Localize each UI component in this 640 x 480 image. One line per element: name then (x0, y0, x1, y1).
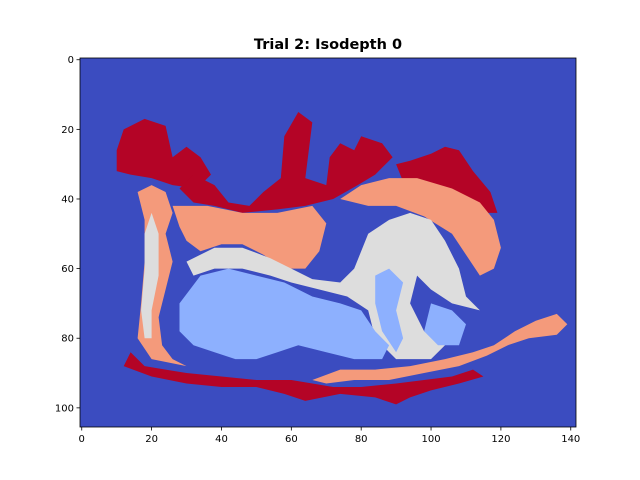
y-tick-label: 20 (61, 125, 74, 136)
heatmap-region-level-3 (340, 178, 501, 276)
plot-frame (79, 57, 577, 428)
x-tick-label: 60 (285, 434, 298, 445)
x-tick-label: 120 (491, 434, 510, 445)
chart-title: Trial 2: Isodepth 0 (254, 37, 402, 53)
x-tick-label: 140 (561, 434, 580, 445)
y-tick-label: 60 (61, 264, 74, 275)
x-tick-label: 80 (355, 434, 368, 445)
y-tick-label: 80 (61, 334, 74, 345)
heatmap-region-level-4 (116, 118, 211, 189)
heatmap-region-level-3 (312, 313, 568, 384)
y-tick-label: 100 (55, 403, 74, 414)
heatmap-region-level-2 (186, 212, 480, 360)
x-tick-label: 0 (79, 434, 85, 445)
x-tick-label: 20 (145, 434, 158, 445)
heatmap-regions (116, 112, 568, 405)
x-axis: 0 20 40 60 80 100 120 140 (79, 427, 580, 445)
heatmap-region-level-2 (141, 212, 159, 339)
heatmap-region-level-3 (172, 205, 327, 269)
x-tick-label: 100 (421, 434, 440, 445)
heatmap-region-level-4 (179, 112, 393, 213)
heatmap-region-level-1 (179, 268, 390, 360)
heatmap-region-level-1 (424, 303, 466, 346)
x-tick-label: 40 (215, 434, 228, 445)
heatmap-region-level-4 (396, 146, 498, 213)
heatmap-region-level-1 (375, 268, 404, 353)
heatmap-region-level-4 (123, 352, 484, 405)
y-tick-label: 0 (68, 55, 74, 66)
y-axis: 0 20 40 60 80 100 (55, 55, 80, 414)
y-tick-label: 40 (61, 194, 74, 205)
